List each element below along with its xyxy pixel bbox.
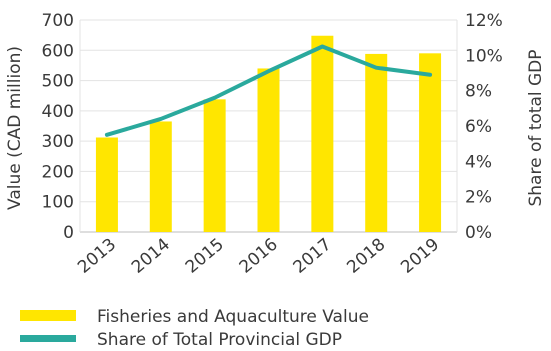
left-tick-label: 0 xyxy=(63,223,74,243)
x-tick-label: 2016 xyxy=(236,235,282,278)
x-tick-label: 2019 xyxy=(397,235,443,278)
bar-series xyxy=(95,35,442,233)
legend-label-bar: Fisheries and Aquaculture Value xyxy=(97,307,369,327)
right-axis-ticks: 0% 2% 4% 6% 8% 10% 12% xyxy=(465,11,503,243)
left-tick-label: 700 xyxy=(42,11,74,31)
x-tick-label: 2018 xyxy=(343,235,389,278)
left-axis-ticks: 0 100 200 300 400 500 600 700 xyxy=(42,11,74,243)
left-tick-label: 600 xyxy=(42,41,74,61)
right-tick-label: 0% xyxy=(465,223,492,243)
bar-2017 xyxy=(311,35,334,233)
x-tick-label: 2017 xyxy=(290,235,336,278)
right-axis-title: Share of total GDP xyxy=(526,49,546,206)
right-tick-label: 12% xyxy=(465,11,503,31)
x-tick-label: 2013 xyxy=(74,235,120,278)
right-tick-label: 4% xyxy=(465,152,492,172)
legend-label-line: Share of Total Provincial GDP xyxy=(97,330,342,350)
bar-2018 xyxy=(365,53,388,232)
bar-2015 xyxy=(203,99,226,232)
left-tick-label: 300 xyxy=(42,132,74,152)
legend-swatch-line xyxy=(20,335,76,342)
left-tick-label: 200 xyxy=(42,162,74,182)
x-tick-label: 2015 xyxy=(182,235,228,278)
right-tick-label: 6% xyxy=(465,117,492,137)
left-axis-title: Value (CAD million) xyxy=(5,46,25,210)
legend-swatch-bar xyxy=(20,310,76,321)
left-tick-label: 100 xyxy=(42,193,74,213)
right-tick-label: 2% xyxy=(465,188,492,208)
x-axis-ticks: 2013 2014 2015 2016 2017 2018 2019 xyxy=(74,235,443,278)
line-series xyxy=(104,44,433,137)
right-tick-label: 10% xyxy=(465,46,503,66)
bar-2016 xyxy=(257,68,280,232)
x-tick-label: 2014 xyxy=(128,235,174,278)
left-tick-label: 500 xyxy=(42,72,74,92)
left-tick-label: 400 xyxy=(42,102,74,122)
bar-2019 xyxy=(419,53,442,232)
legend: Fisheries and Aquaculture Value Share of… xyxy=(20,307,369,350)
right-tick-label: 8% xyxy=(465,82,492,102)
bar-2013 xyxy=(95,137,118,232)
bar-2014 xyxy=(149,121,172,232)
